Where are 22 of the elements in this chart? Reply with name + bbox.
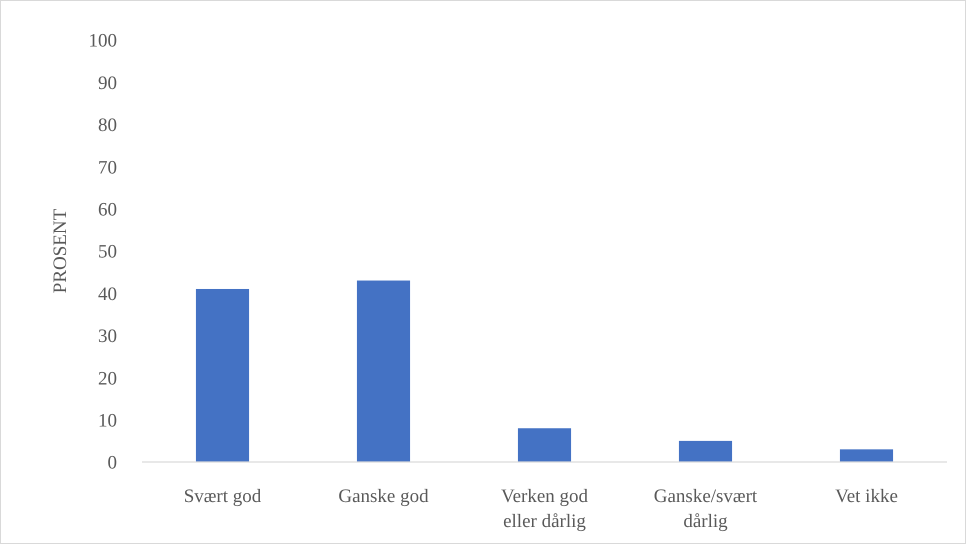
bar — [518, 428, 572, 462]
y-axis-title: PROSENT — [50, 208, 71, 294]
x-tick-label: Ganske god — [338, 486, 430, 507]
y-tick-label: 30 — [98, 326, 117, 348]
y-tick-label: 80 — [98, 115, 117, 136]
bar — [678, 440, 732, 462]
y-tick-label: 100 — [88, 30, 117, 52]
y-tick-label: 40 — [98, 284, 117, 305]
y-tick-label: 90 — [98, 72, 117, 94]
bar — [840, 449, 894, 462]
y-tick-label: 60 — [98, 199, 117, 220]
y-tick-label: 50 — [98, 242, 117, 263]
y-tick-label: 0 — [108, 452, 117, 474]
x-tick-label: Ganske/svært dårlig — [654, 486, 758, 532]
bar — [196, 288, 250, 462]
y-tick-label: 20 — [98, 368, 117, 390]
y-tick-label: 70 — [98, 157, 117, 178]
x-tick-label: Svært god — [184, 486, 262, 507]
x-tick-label: Verken god eller dårlig — [500, 486, 589, 532]
bar — [356, 280, 410, 462]
x-tick-label: Vet ikke — [835, 486, 898, 507]
y-tick-label: 10 — [98, 410, 117, 432]
